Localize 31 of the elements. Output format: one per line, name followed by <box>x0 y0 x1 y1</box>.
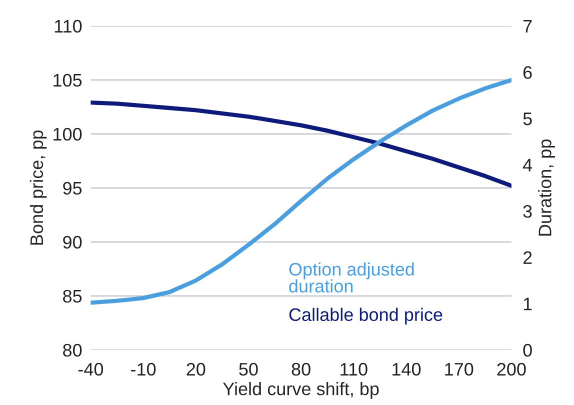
x-axis-title: Yield curve shift, bp <box>223 382 379 399</box>
y-tick-label: 85 <box>63 290 82 303</box>
x-tick-label: 80 <box>292 362 310 376</box>
text: Callable bond price <box>289 308 442 325</box>
line-series <box>90 100 512 188</box>
x-tick-label: -40 <box>78 362 104 376</box>
x-tick-label: 170 <box>445 362 474 376</box>
y2-axis-title: Duration, pp <box>538 139 555 236</box>
y2-tick-label: 2 <box>523 251 532 264</box>
y2-tick-label: 4 <box>522 158 532 172</box>
y2-tick-label: 3 <box>523 204 532 218</box>
x-tick-label: -10 <box>131 362 156 376</box>
y-tick-label: 100 <box>54 128 82 141</box>
y-tick-label: 105 <box>54 74 82 87</box>
x-tick-label: 20 <box>186 362 206 376</box>
y2-tick-label: 6 <box>523 66 532 79</box>
line-series <box>90 78 512 305</box>
y-axis-title: Bond price, pp <box>30 130 47 245</box>
x-tick-label: 200 <box>497 362 526 376</box>
y-tick-label: 110 <box>54 20 82 33</box>
y2-tick-label: 1 <box>524 298 532 310</box>
y-tick-label: 90 <box>63 236 82 249</box>
y-tick-label: 80 <box>63 344 82 357</box>
x-tick-label: 140 <box>392 362 421 376</box>
x-tick-label: 50 <box>239 362 258 376</box>
y2-tick-label: 0 <box>523 344 532 357</box>
x-tick-label: 110 <box>340 362 368 376</box>
y2-tick-label: 5 <box>523 112 532 126</box>
y-tick-label: 95 <box>63 182 82 195</box>
y2-tick-label: 7 <box>523 20 532 32</box>
text: Option adjusted duration <box>289 262 414 293</box>
